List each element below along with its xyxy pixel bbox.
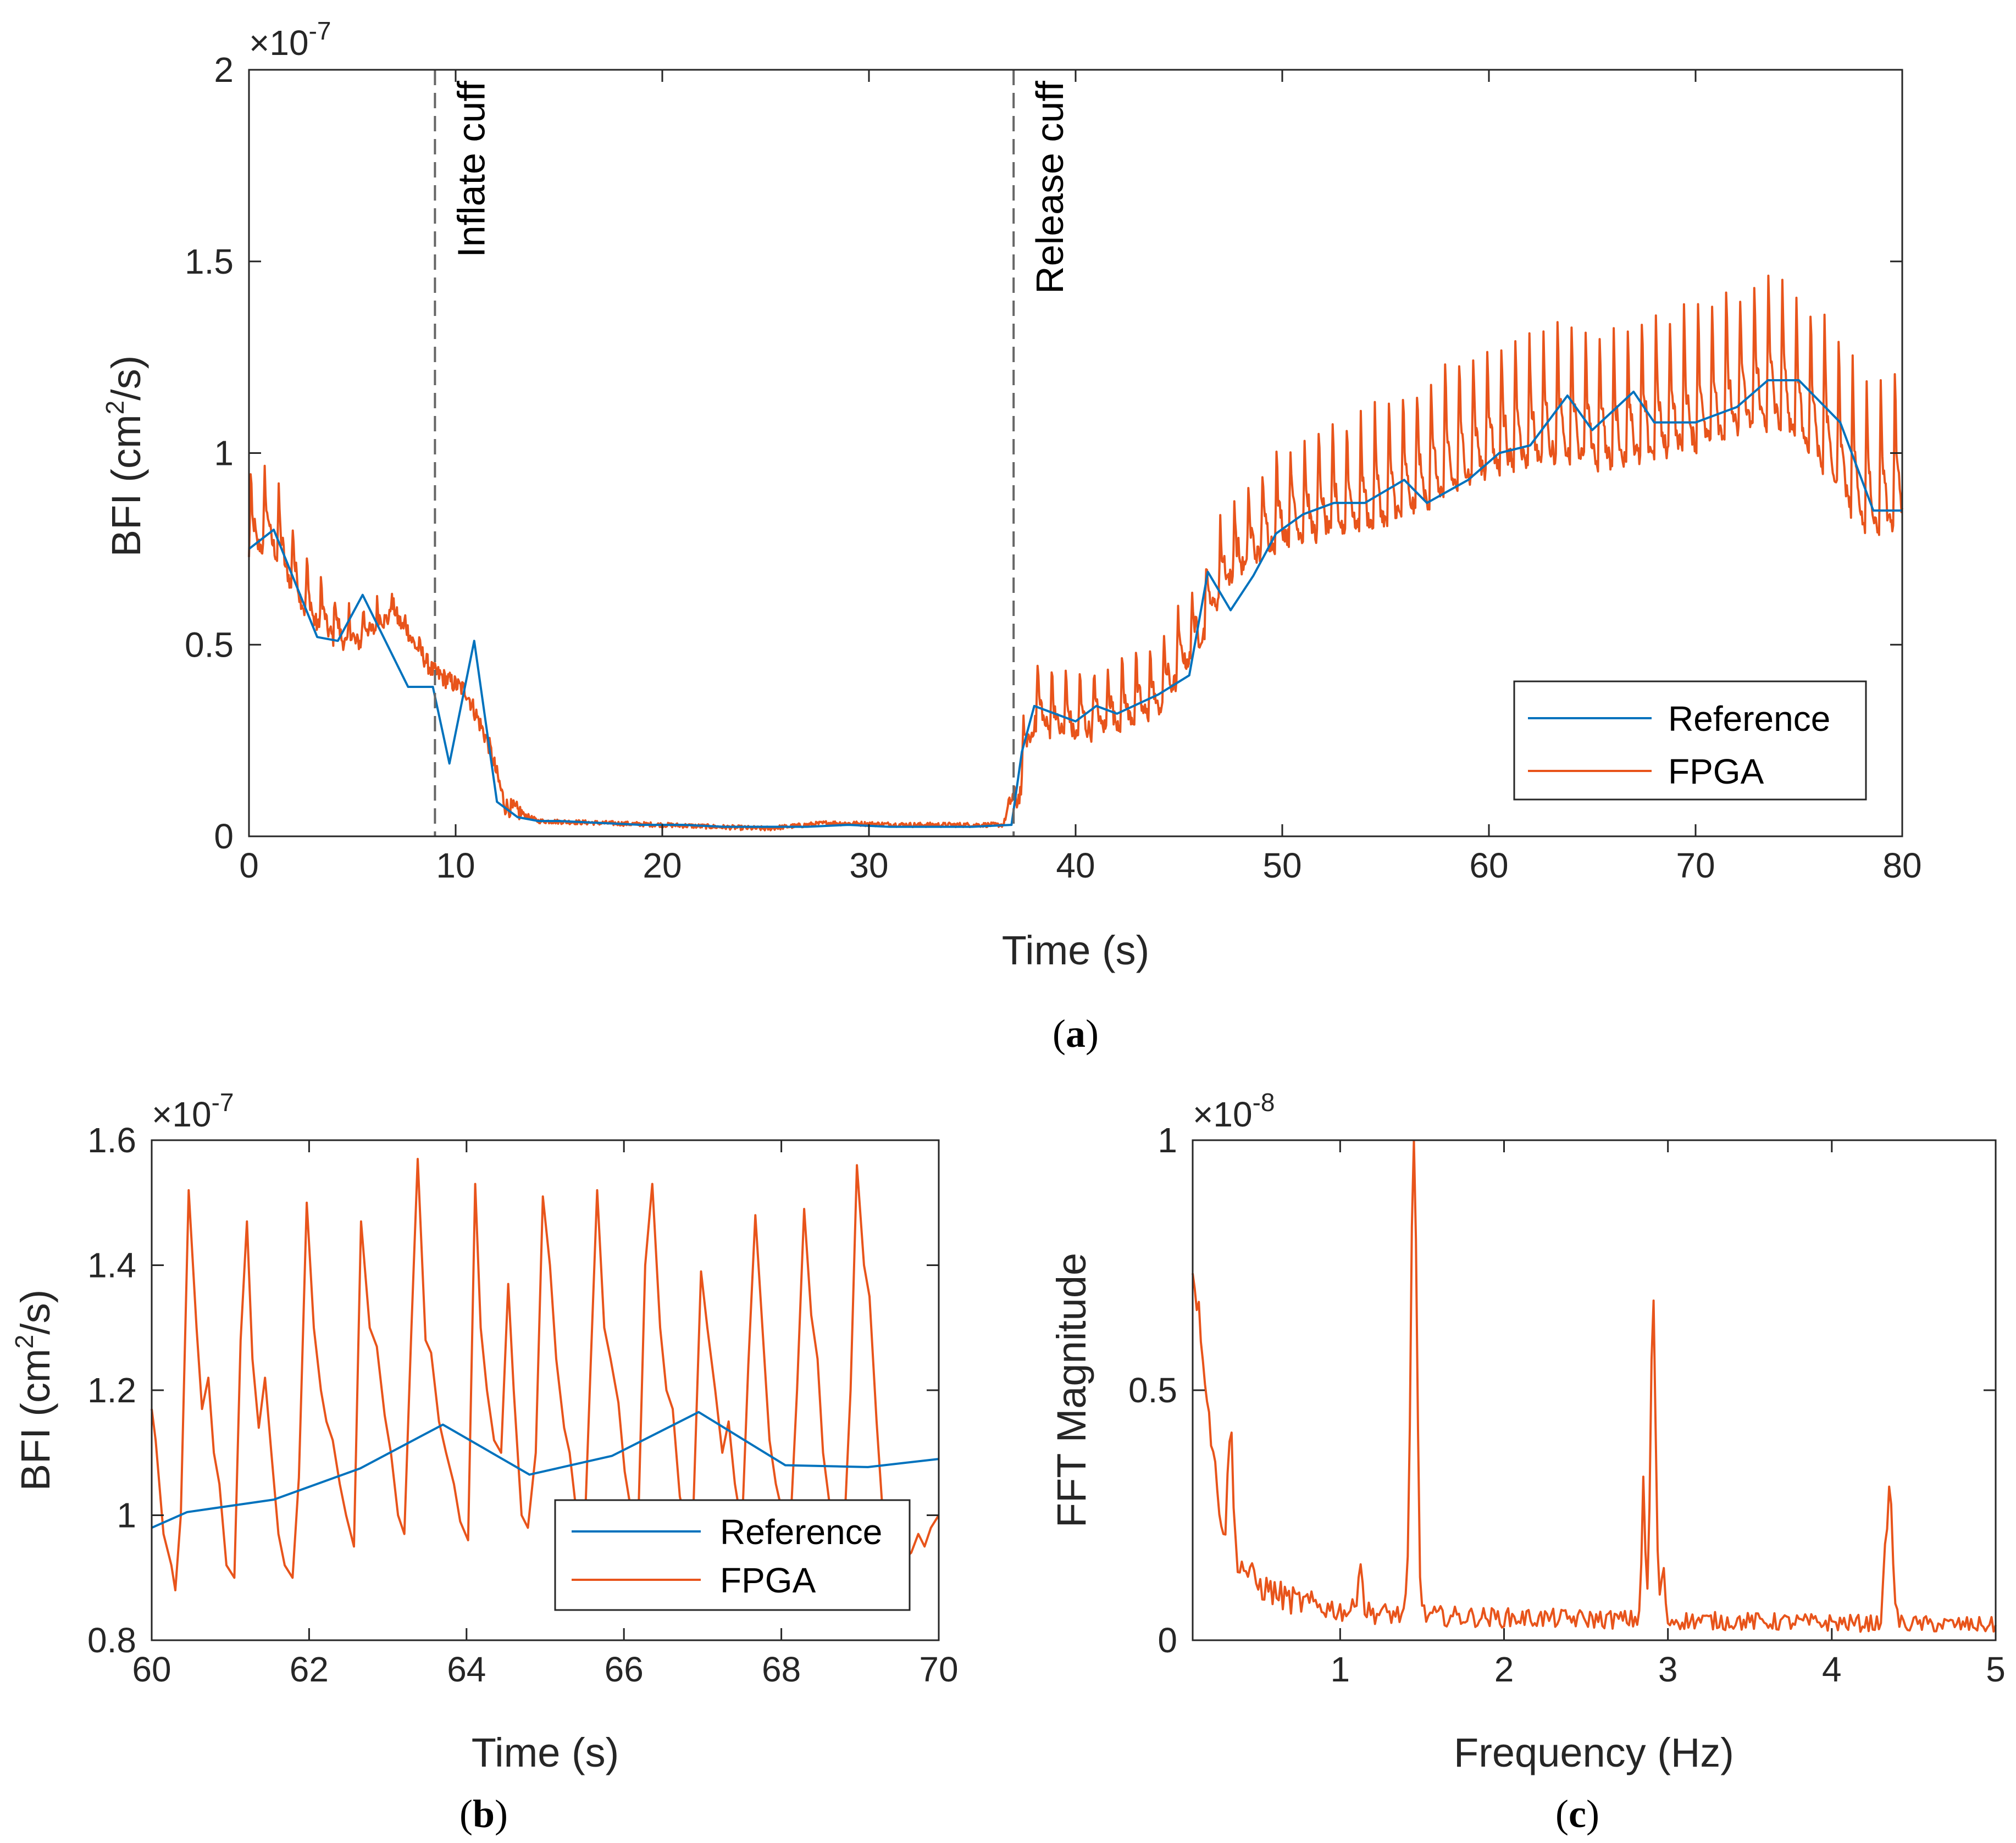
- panel-b-y-tick-label: 0.8: [87, 1620, 136, 1660]
- panel-a-legend-fpga-label: FPGA: [1668, 752, 1764, 791]
- panel-b-x-tick-label: 68: [762, 1650, 801, 1689]
- panel-c: 1 2 3 4 5 0 0.5 1 ×10-8 FFT Magnitude Frequency…: [1049, 1088, 2006, 1836]
- panel-a-x-tick-label: 50: [1262, 846, 1301, 885]
- panel-a-y-tick-label: 2: [214, 50, 234, 90]
- panel-a-annotation-label: Inflate cuff: [450, 80, 492, 257]
- panel-a-legend-box: [1513, 680, 1867, 801]
- panel-b-series: [151, 1158, 940, 1591]
- panel-b-y-tick-label: 1.4: [87, 1246, 136, 1285]
- panel-a-x-axis-title: Time (s): [1002, 928, 1150, 973]
- panel-a-x-tick-label: 70: [1676, 846, 1715, 885]
- panel-b-y-tick-label: 1.6: [87, 1120, 136, 1160]
- panel-c-x-tick-label: 2: [1494, 1650, 1514, 1689]
- panel-a-reference-series: [248, 379, 1902, 828]
- panel-b-legend-reference-label: Reference: [720, 1512, 882, 1552]
- panel-b-x-axis-title: Time (s): [472, 1730, 619, 1775]
- panel-c-x-tick-label: 1: [1331, 1650, 1350, 1689]
- panel-a-ticks: 0 10 20 30 40 50 60 70 80 0 0.5 1 1.5 2: [185, 50, 1922, 885]
- panel-b-ticks: 60 62 64 66 68 70 0.8 1 1.2 1.4 1.6: [87, 1120, 959, 1689]
- panel-b-y-exponent: ×10-7: [152, 1088, 234, 1134]
- panel-a-legend-reference-label: Reference: [1668, 699, 1830, 739]
- panel-c-y-tick-label: 0: [1157, 1620, 1177, 1660]
- panel-b-x-tick-label: 60: [132, 1650, 171, 1689]
- panel-a: Inflate cuff Release cuff 0 10 20 30 40 50 60 70…: [101, 16, 1922, 1056]
- panel-a-y-exponent: ×10-7: [249, 16, 331, 63]
- panel-a-series: [248, 274, 1903, 831]
- panel-b-legend: Reference FPGA: [554, 1499, 911, 1611]
- panel-b-fpga-series: [151, 1158, 940, 1591]
- panel-a-x-tick-label: 20: [643, 846, 682, 885]
- panel-c-y-exponent: ×10-8: [1193, 1088, 1275, 1134]
- panel-b-x-tick-label: 64: [447, 1650, 486, 1689]
- panel-a-annotations: Inflate cuff Release cuff: [434, 70, 1071, 836]
- panel-c-x-axis-title: Frequency (Hz): [1454, 1730, 1734, 1775]
- panel-a-y-tick-label: 0: [214, 817, 234, 856]
- panel-c-fpga-series: [1192, 1139, 1997, 1633]
- panel-b-legend-box: [554, 1499, 911, 1611]
- panel-c-ticks: 1 2 3 4 5 0 0.5 1: [1128, 1120, 2006, 1689]
- panel-a-x-tick-label: 30: [849, 846, 888, 885]
- panel-b-x-tick-label: 62: [290, 1650, 329, 1689]
- panel-b-legend-fpga-label: FPGA: [720, 1561, 816, 1600]
- panel-b-y-tick-label: 1.2: [87, 1370, 136, 1410]
- panel-a-y-axis-title: BFI (cm2/s): [101, 356, 149, 557]
- panel-b-x-tick-label: 66: [605, 1650, 644, 1689]
- panel-b-x-tick-label: 70: [919, 1650, 958, 1689]
- panel-c-series: [1192, 1139, 1997, 1633]
- panel-b-caption: (b): [459, 1792, 508, 1836]
- panel-c-x-tick-label: 5: [1986, 1650, 2006, 1689]
- panel-a-x-tick-label: 40: [1056, 846, 1095, 885]
- panel-c-x-tick-label: 3: [1658, 1650, 1678, 1689]
- panel-a-x-tick-label: 0: [239, 846, 259, 885]
- panel-a-caption: (a): [1053, 1012, 1099, 1056]
- panel-a-y-tick-label: 0.5: [185, 625, 234, 664]
- panel-c-axes-frame: [1192, 1139, 1997, 1641]
- panel-a-x-tick-label: 80: [1882, 846, 1921, 885]
- panel-c-x-tick-label: 4: [1822, 1650, 1842, 1689]
- panel-a-y-tick-label: 1: [214, 434, 234, 473]
- panel-b-reference-series: [151, 1411, 939, 1529]
- panel-a-fpga-series: [248, 274, 1903, 831]
- panel-c-y-tick-label: 0.5: [1128, 1370, 1177, 1410]
- panel-c-y-axis-title: FFT Magnitude: [1049, 1253, 1094, 1528]
- panel-b: 60 62 64 66 68 70 0.8 1 1.2 1.4 1.6 ×10-7 BFI (cm2…: [10, 1088, 959, 1836]
- panel-b-y-tick-label: 1: [117, 1496, 136, 1535]
- panel-c-caption: (c): [1555, 1792, 1599, 1836]
- panel-a-y-tick-label: 1.5: [185, 242, 234, 281]
- panel-a-x-tick-label: 60: [1469, 846, 1508, 885]
- panel-a-legend: Reference FPGA: [1513, 680, 1867, 801]
- panel-a-annotation-label: Release cuff: [1028, 80, 1071, 293]
- panel-b-y-axis-title: BFI (cm2/s): [10, 1290, 58, 1491]
- panel-c-y-tick-label: 1: [1157, 1120, 1177, 1160]
- panel-a-x-tick-label: 10: [436, 846, 475, 885]
